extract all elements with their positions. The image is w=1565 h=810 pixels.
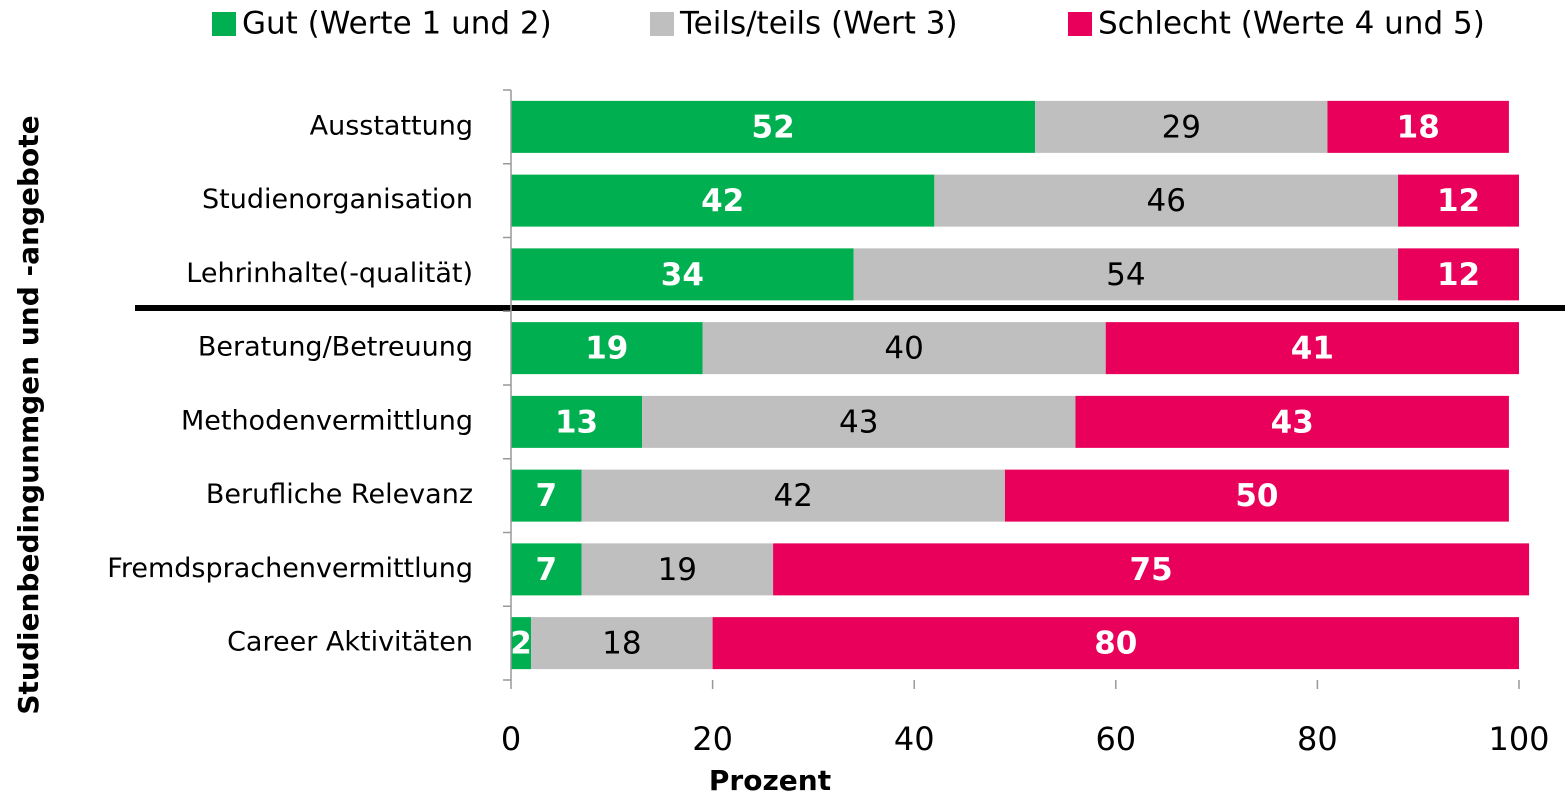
data-label: 12 [1437, 183, 1480, 219]
legend-swatch [650, 12, 674, 36]
data-label: 2 [510, 626, 532, 662]
data-label: 19 [658, 552, 697, 588]
bar-segment [1105, 322, 1519, 375]
bar-segment [511, 100, 1036, 153]
x-tick-label: 60 [1095, 720, 1136, 758]
legend-label: Schlecht (Werte 4 und 5) [1098, 6, 1485, 42]
data-label: 34 [661, 257, 704, 293]
x-tick-label: 40 [894, 720, 935, 758]
data-label: 50 [1235, 478, 1278, 514]
y-tick-label: Beratung/Betreuung [198, 332, 473, 363]
data-label: 19 [585, 331, 628, 367]
bar-segment [1398, 174, 1519, 227]
bar-segment [1004, 469, 1509, 522]
legend-swatch [1068, 12, 1092, 36]
bar-segment [702, 322, 1106, 375]
bar-segment [511, 174, 935, 227]
x-tick-label: 0 [501, 720, 521, 758]
data-label: 7 [535, 552, 557, 588]
data-label: 42 [701, 183, 744, 219]
bar-segment [1075, 395, 1509, 448]
bar-segment [1327, 100, 1509, 153]
data-label: 7 [535, 478, 557, 514]
data-label: 41 [1291, 331, 1334, 367]
bar-segment [531, 617, 713, 670]
data-label: 18 [1397, 109, 1440, 145]
data-label: 12 [1437, 257, 1480, 293]
data-label: 80 [1094, 626, 1137, 662]
x-tick-label: 20 [692, 720, 733, 758]
bar-segment [853, 248, 1399, 301]
y-tick-label: Fremdsprachenvermittlung [107, 553, 473, 584]
data-label: 29 [1162, 109, 1201, 145]
bar-segment [1398, 248, 1519, 301]
bar-segment [1035, 100, 1328, 153]
data-label: 46 [1146, 183, 1185, 219]
bar-segment [511, 469, 582, 522]
y-tick-label: Career Aktivitäten [227, 627, 473, 658]
data-label: 75 [1130, 552, 1173, 588]
bar-segment [581, 469, 1005, 522]
x-axis-label: Prozent [709, 764, 831, 797]
bar-segment [934, 174, 1399, 227]
bar-segment [511, 617, 532, 670]
data-label: 52 [752, 109, 795, 145]
legend-label: Teils/teils (Wert 3) [679, 6, 958, 42]
data-label: 42 [774, 478, 813, 514]
bar-segment [511, 322, 703, 375]
bar-segment [642, 395, 1076, 448]
data-label: 54 [1106, 257, 1145, 293]
data-label: 18 [602, 626, 641, 662]
y-tick-label: Ausstattung [310, 110, 473, 141]
bar-segment [581, 543, 774, 596]
y-tick-label: Berufliche Relevanz [206, 479, 473, 510]
bar-segment [511, 395, 643, 448]
data-label: 40 [884, 331, 923, 367]
x-tick-label: 100 [1488, 720, 1549, 758]
y-tick-label: Lehrinhalte(-qualität) [186, 258, 473, 289]
bar-segment [712, 617, 1519, 670]
bar-segment [511, 543, 582, 596]
x-tick-label: 80 [1297, 720, 1338, 758]
y-axis-label: Studienbedingunmgen und -angebote [12, 115, 45, 714]
data-label: 13 [555, 404, 598, 440]
y-tick-label: Studienorganisation [202, 184, 473, 215]
legend-swatch [212, 12, 236, 36]
data-label: 43 [839, 404, 878, 440]
data-label: 43 [1271, 404, 1314, 440]
y-tick-label: Methodenvermittlung [181, 405, 473, 436]
bar-segment [511, 248, 854, 301]
bar-segment [773, 543, 1530, 596]
legend-label: Gut (Werte 1 und 2) [242, 6, 552, 42]
